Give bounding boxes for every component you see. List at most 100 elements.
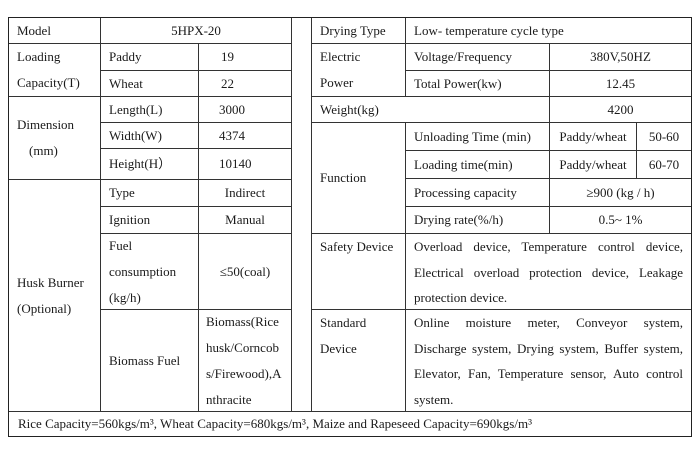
unloading-grain: Paddy/wheat — [549, 122, 637, 151]
unloading-time-value: 50-60 — [636, 122, 692, 151]
fuel-consumption-value: ≤50(coal) — [198, 233, 292, 310]
loading-capacity-label: Loading Capacity(T) — [8, 43, 101, 97]
husk-burner-label: Husk Burner (Optional) — [8, 179, 101, 412]
standard-device-value: Online moisture meter, Conveyor system, … — [405, 309, 692, 412]
label-line: (kg/h) — [109, 289, 141, 305]
footer-capacity-note: Rice Capacity=560kgs/m³, Wheat Capacity=… — [8, 411, 692, 437]
label: Width(W) — [109, 127, 162, 143]
total-power-value: 12.45 — [549, 70, 692, 97]
value: Indirect — [224, 185, 266, 200]
voltage-value: 380V,50HZ — [549, 43, 692, 71]
value: 380V,50HZ — [590, 49, 651, 64]
voltage-label: Voltage/Frequency — [405, 43, 550, 71]
weight-label: Weight(kg) — [311, 96, 550, 123]
label-line: Electric — [320, 49, 361, 64]
type-value: Indirect — [198, 179, 292, 207]
value: 4374 — [219, 127, 245, 143]
height-value: 10140 — [198, 148, 292, 180]
label-line: Power — [320, 75, 354, 90]
label-line: Fuel — [109, 237, 133, 253]
label-line: consumption — [109, 263, 177, 279]
label: Unloading Time (min) — [414, 128, 532, 144]
paddy-label: Paddy — [100, 43, 199, 71]
fuel-consumption-label: Fuel consumption (kg/h) — [100, 233, 199, 310]
value: 10140 — [219, 156, 252, 171]
ignition-label: Ignition — [100, 206, 199, 234]
label: Type — [109, 185, 135, 200]
label: Paddy — [109, 49, 142, 64]
footer-text: Rice Capacity=560kgs/m³, Wheat Capacity=… — [18, 416, 532, 431]
model-value: 5HPX-20 — [100, 17, 292, 44]
value: Low- temperature cycle type — [414, 22, 564, 38]
label-line: Capacity(T) — [17, 75, 80, 90]
value-line: nthracite — [206, 391, 252, 407]
type-label: Type — [100, 179, 199, 207]
length-value: 3000 — [198, 96, 292, 123]
value: 22 — [221, 75, 234, 91]
function-label: Function — [311, 122, 406, 234]
processing-capacity-value: ≥900 (kg / h) — [549, 178, 692, 207]
value: Overload device, Temperature control dev… — [414, 239, 683, 305]
standard-device-label: Standard Device — [311, 309, 406, 412]
value-line: husk/Corncob — [206, 339, 279, 355]
value: Manual — [225, 212, 265, 227]
dimension-label: Dimension (mm) — [8, 96, 101, 180]
unloading-time-label: Unloading Time (min) — [405, 122, 550, 151]
value: 19 — [221, 49, 234, 64]
label: Length(L) — [109, 101, 163, 117]
value: 4200 — [607, 101, 634, 117]
loading-time-value: 60-70 — [636, 150, 692, 179]
label: Drying Type — [320, 22, 386, 38]
weight-value: 4200 — [549, 96, 692, 123]
label-line: Dimension — [17, 117, 75, 132]
model-label: Model — [8, 17, 101, 44]
height-label: Height(H） — [100, 148, 199, 180]
value: Online moisture meter, Conveyor system, … — [414, 315, 683, 407]
label: Height(H） — [109, 156, 172, 171]
label: Weight(kg) — [320, 101, 379, 117]
label: Processing capacity — [414, 184, 517, 200]
width-label: Width(W) — [100, 122, 199, 149]
value: 50-60 — [648, 128, 680, 144]
total-power-label: Total Power(kw) — [405, 70, 550, 97]
length-label: Length(L) — [100, 96, 199, 123]
safety-device-value: Overload device, Temperature control dev… — [405, 233, 692, 310]
label-line: Husk Burner — [17, 274, 84, 290]
value: 5HPX-20 — [171, 22, 221, 38]
drying-rate-label: Drying rate(%/h) — [405, 206, 550, 234]
safety-device-label: Safety Device — [311, 233, 406, 310]
value: Paddy/wheat — [559, 156, 627, 172]
label: Safety Device — [320, 239, 394, 254]
loading-time-label: Loading time(min) — [405, 150, 550, 179]
label-line: Device — [320, 341, 357, 356]
biomass-fuel-value: Biomass(Rice husk/Corncob s/Firewood),A … — [198, 309, 292, 412]
value: Paddy/wheat — [559, 128, 627, 144]
value: ≥900 (kg / h) — [586, 184, 655, 200]
value-line: s/Firewood),A — [206, 365, 282, 381]
value: 0.5~ 1% — [598, 212, 643, 227]
label: Biomass Fuel — [109, 352, 181, 368]
value: 3000 — [219, 101, 245, 117]
loading-grain: Paddy/wheat — [549, 150, 637, 179]
label: Wheat — [109, 75, 143, 91]
electric-power-label: Electric Power — [311, 43, 406, 97]
label: Loading time(min) — [414, 156, 513, 172]
width-value: 4374 — [198, 122, 292, 149]
label: Voltage/Frequency — [414, 49, 512, 64]
drying-type-label: Drying Type — [311, 17, 406, 44]
processing-capacity-label: Processing capacity — [405, 178, 550, 207]
label-line: Loading — [17, 49, 61, 64]
wheat-label: Wheat — [100, 70, 199, 97]
label: Ignition — [109, 212, 151, 227]
label-line: (mm) — [29, 143, 58, 158]
value: 60-70 — [648, 156, 680, 172]
label: Total Power(kw) — [414, 75, 502, 91]
label: Drying rate(%/h) — [414, 212, 504, 227]
drying-type-value: Low- temperature cycle type — [405, 17, 692, 44]
ignition-value: Manual — [198, 206, 292, 234]
value: ≤50(coal) — [219, 263, 271, 279]
wheat-value: 22 — [198, 70, 292, 97]
value-line: Biomass(Rice — [206, 313, 279, 329]
paddy-value: 19 — [198, 43, 292, 71]
